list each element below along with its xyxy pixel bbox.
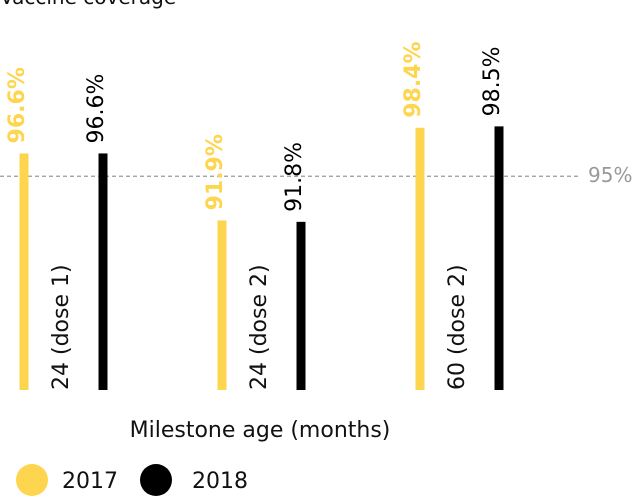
legend-swatch: [140, 464, 172, 496]
value-label: 91.9%: [203, 134, 228, 210]
bar: [296, 221, 306, 390]
bar: [19, 153, 29, 390]
value-label: 91.8%: [282, 142, 307, 212]
bar: [217, 220, 227, 390]
x-axis-label: Milestone age (months): [130, 418, 391, 443]
bar: [494, 126, 504, 390]
x-tick-label: 24 (dose 1): [49, 264, 74, 390]
chart-title: Vaccine coverage: [0, 0, 176, 9]
legend-swatch: [16, 464, 48, 496]
bar: [98, 153, 108, 390]
value-label: 96.6%: [84, 74, 109, 144]
x-tick-label: 60 (dose 2): [445, 264, 470, 390]
reference-label: 95%: [588, 163, 632, 187]
legend-label: 2017: [62, 469, 118, 494]
bar: [415, 127, 425, 391]
value-label: 98.5%: [480, 46, 505, 116]
value-label: 96.6%: [5, 67, 30, 143]
legend-label: 2018: [192, 469, 248, 494]
x-tick-label: 24 (dose 2): [247, 264, 272, 390]
value-label: 98.4%: [401, 41, 426, 117]
